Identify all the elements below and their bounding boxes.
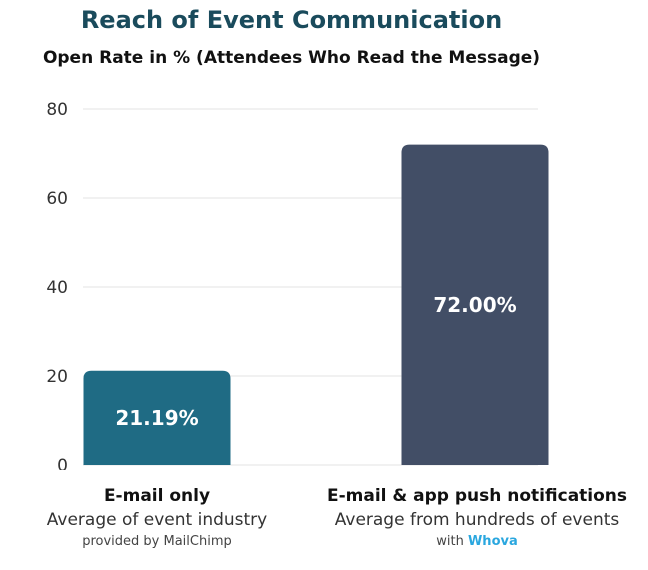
source-prefix: with [436, 534, 464, 549]
y-tick-label: 40 [46, 278, 68, 298]
whova-brand: Whova [467, 534, 518, 549]
y-tick-label: 0 [57, 456, 68, 470]
y-tick-label: 20 [46, 367, 68, 387]
category-email-app-push: E-mail & app push notifications Average … [312, 486, 642, 549]
bar-data-label: 21.19% [115, 406, 198, 430]
y-tick-label: 80 [46, 100, 68, 120]
category-description: Average of event industry [46, 510, 268, 530]
category-name: E-mail only [103, 486, 211, 506]
category-email-only: E-mail only Average of event industry pr… [0, 486, 322, 549]
bar-chart: 0 20 40 60 80 21.19% 72.00% [46, 100, 549, 470]
chart-title: Reach of Event Communication [80, 6, 503, 34]
category-name: E-mail & app push notifications [326, 486, 628, 506]
bar [83, 370, 231, 465]
category-source: provided by MailChimp [82, 534, 232, 549]
bar [401, 144, 549, 465]
y-tick-label: 60 [46, 189, 68, 209]
category-source: with Whova [312, 534, 642, 549]
chart-subtitle: Open Rate in % (Attendees Who Read the M… [42, 48, 541, 68]
bar-data-label: 72.00% [433, 293, 516, 317]
category-description: Average from hundreds of events [334, 510, 620, 530]
